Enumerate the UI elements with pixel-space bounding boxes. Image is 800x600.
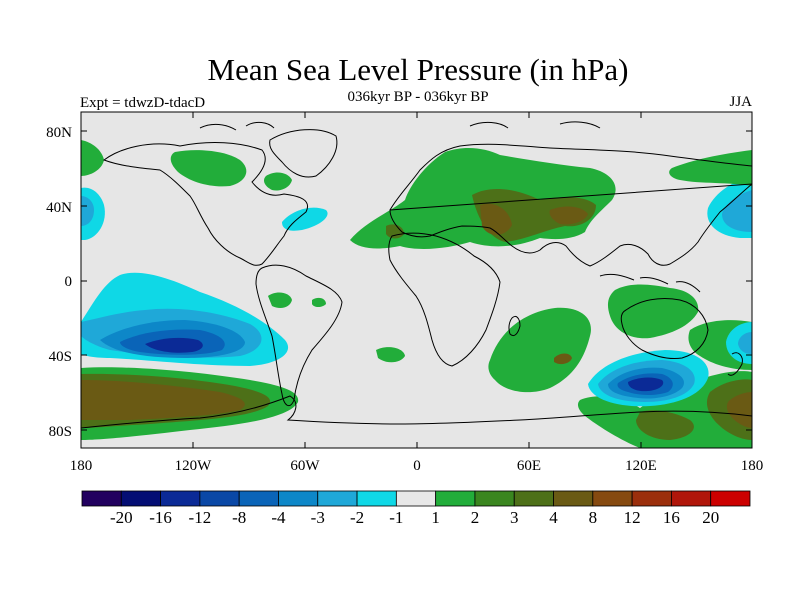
colorbar-label: -12 — [189, 508, 212, 527]
colorbar-swatch — [356, 490, 397, 507]
contour-positive-eurasia-4 — [480, 203, 588, 235]
coast-new-zealand — [727, 352, 743, 376]
coast-madagascar — [508, 315, 521, 337]
pressure-contours — [81, 140, 752, 448]
contour-positive-brazil-small — [312, 297, 326, 307]
contour-negative-tasman-2 — [738, 332, 752, 354]
colorbar-label: 8 — [589, 508, 598, 527]
colorbar-swatch — [120, 490, 161, 507]
colorbar-label: 16 — [663, 508, 680, 527]
colorbar-swatch — [160, 490, 201, 507]
lat-tick-label: 80N — [46, 125, 72, 141]
coast-north-america — [102, 142, 308, 266]
lon-tick-label: 0 — [413, 458, 421, 474]
contour-negative-south-indian-east-5 — [628, 377, 664, 392]
contour-positive-greenland — [264, 172, 292, 191]
contour-positive-maritime — [607, 284, 699, 339]
colorbar-label: -8 — [232, 508, 246, 527]
coast-africa — [388, 232, 501, 367]
contour-positive-south-atlantic — [376, 347, 405, 363]
contour-negative-north-pacific-east-2 — [722, 190, 752, 232]
colorbar: -20 -16 -12 -8 -4 -3 -2 -1 1 2 3 4 8 12 16 20 — [81, 490, 751, 527]
colorbar-swatch — [474, 490, 515, 507]
lat-tick-label: 40S — [49, 349, 72, 365]
axis-ticks — [80, 112, 753, 448]
lat-tick-label: 80S — [49, 424, 72, 440]
coast-arctic-islands — [199, 121, 601, 131]
colorbar-label: -20 — [110, 508, 133, 527]
colorbar-label: -2 — [350, 508, 364, 527]
contour-positive-canada — [170, 150, 247, 187]
colorbar-label: 3 — [510, 508, 519, 527]
colorbar-swatch — [199, 490, 240, 507]
contour-negative-southeast-pacific-5 — [145, 337, 203, 353]
contour-positive-southern-ocean-east — [577, 371, 752, 448]
colorbar-swatch — [671, 490, 712, 507]
colorbar-swatch — [631, 490, 672, 507]
contour-positive-arctic-west — [81, 140, 104, 176]
contour-positive-southern-ocean-center — [636, 410, 694, 440]
lon-tick-label: 120E — [625, 458, 657, 474]
contour-positive-south-america — [268, 292, 292, 308]
coast-greenland — [269, 129, 338, 178]
contour-positive-siberia — [669, 150, 752, 186]
contour-positive-south-indian — [488, 307, 591, 393]
colorbar-label: -3 — [311, 508, 325, 527]
colorbar-label: -4 — [271, 508, 286, 527]
lon-tick-label: 60W — [290, 458, 320, 474]
colorbar-swatch — [513, 490, 554, 507]
colorbar-swatch — [238, 490, 279, 507]
contour-positive-south-pacific-4 — [81, 380, 245, 420]
lat-tick-label: 40N — [46, 200, 72, 216]
coast-antarctica — [81, 395, 752, 429]
colorbar-swatch — [710, 490, 751, 507]
contour-positive-southern-ocean-east-4 — [726, 392, 752, 428]
colorbar-label: 12 — [624, 508, 641, 527]
chart-subtitle: 036kyr BP - 036kyr BP — [347, 89, 489, 105]
lon-tick-label: 120W — [175, 458, 213, 474]
contour-negative-north-pacific-west-2 — [81, 196, 94, 226]
colorbar-swatch — [81, 490, 122, 507]
colorbar-label: 1 — [431, 508, 440, 527]
colorbar-label: 20 — [702, 508, 719, 527]
latitude-labels: 80N 40N 0 40S 80S — [46, 125, 72, 440]
season-label: JJA — [729, 94, 752, 110]
lon-tick-label: 60E — [517, 458, 541, 474]
coast-europe-asia — [389, 143, 752, 267]
colorbar-label: 4 — [549, 508, 558, 527]
experiment-label: Expt = tdwzD-tdacD — [80, 95, 206, 111]
contour-negative-north-atlantic — [282, 207, 328, 231]
colorbar-swatch — [395, 490, 437, 507]
coastlines — [81, 121, 752, 429]
lon-tick-label: 180 — [70, 458, 93, 474]
longitude-labels: 180 120W 60W 0 60E 120E 180 — [70, 458, 764, 474]
contour-positive-south-indian-4 — [554, 353, 572, 365]
lat-tick-label: 0 — [65, 274, 73, 290]
colorbar-swatch — [278, 490, 319, 507]
colorbar-label: -1 — [389, 508, 403, 527]
colorbar-label: 2 — [471, 508, 480, 527]
colorbar-swatch — [317, 490, 358, 507]
contour-positive-europe-west — [386, 224, 404, 239]
colorbar-swatch — [435, 490, 476, 507]
colorbar-swatch — [553, 490, 594, 507]
colorbar-label: -16 — [149, 508, 172, 527]
colorbar-swatch — [592, 490, 633, 507]
chart-title: Mean Sea Level Pressure (in hPa) — [207, 52, 629, 87]
lon-tick-label: 180 — [741, 458, 764, 474]
coast-australia — [620, 297, 709, 359]
coast-indonesia — [599, 273, 701, 293]
